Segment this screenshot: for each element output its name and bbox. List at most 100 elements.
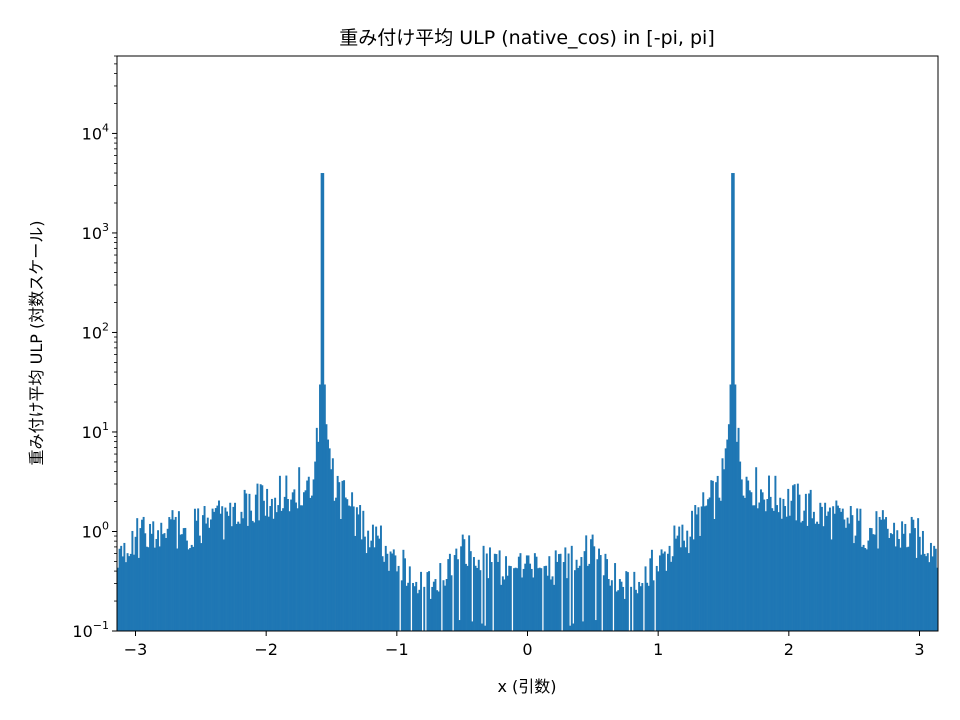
bar bbox=[588, 563, 591, 631]
bar bbox=[888, 537, 891, 631]
bar bbox=[240, 511, 243, 631]
bar bbox=[843, 519, 846, 631]
bar bbox=[846, 517, 849, 631]
bar bbox=[157, 530, 160, 631]
bar bbox=[739, 461, 742, 631]
bar bbox=[519, 553, 522, 631]
bar bbox=[383, 561, 386, 631]
bar bbox=[760, 489, 762, 631]
bar bbox=[713, 518, 716, 631]
bar bbox=[755, 467, 758, 631]
bar bbox=[776, 505, 778, 631]
bar bbox=[368, 547, 371, 631]
bar bbox=[710, 480, 713, 631]
bar bbox=[484, 625, 487, 631]
bar bbox=[312, 479, 315, 631]
bar bbox=[633, 571, 636, 631]
bar bbox=[577, 567, 580, 631]
bar bbox=[652, 580, 655, 631]
bar bbox=[333, 500, 336, 631]
bar bbox=[779, 497, 782, 631]
bar bbox=[630, 586, 633, 631]
bar bbox=[495, 554, 498, 631]
bar bbox=[788, 515, 791, 631]
bar bbox=[407, 582, 410, 631]
bar bbox=[820, 506, 823, 631]
bar bbox=[355, 507, 358, 631]
bar bbox=[557, 554, 560, 631]
bar bbox=[638, 581, 641, 631]
bar bbox=[524, 563, 527, 631]
bar bbox=[117, 567, 119, 631]
bar bbox=[428, 571, 431, 631]
bar bbox=[808, 493, 811, 631]
bar bbox=[158, 546, 161, 631]
bar bbox=[245, 493, 248, 631]
bar bbox=[397, 565, 400, 631]
bar bbox=[590, 539, 592, 631]
bar bbox=[285, 475, 288, 631]
bar bbox=[768, 475, 770, 631]
bar bbox=[344, 497, 347, 631]
bar bbox=[769, 496, 772, 631]
bar bbox=[200, 543, 203, 631]
bar bbox=[290, 499, 293, 631]
bar bbox=[700, 506, 703, 631]
bar bbox=[226, 511, 228, 631]
bar bbox=[275, 512, 278, 631]
y-tick-label: 104 bbox=[82, 121, 109, 143]
bar bbox=[729, 384, 732, 631]
bar bbox=[864, 548, 867, 631]
bar bbox=[896, 530, 899, 631]
bar bbox=[306, 480, 309, 631]
bar bbox=[742, 495, 745, 631]
bar bbox=[336, 475, 339, 631]
bar bbox=[351, 492, 354, 631]
bar bbox=[861, 546, 863, 631]
bar bbox=[899, 547, 902, 631]
bar bbox=[596, 559, 599, 631]
bar bbox=[525, 555, 528, 631]
bar bbox=[705, 505, 708, 631]
bar bbox=[365, 553, 368, 631]
bar bbox=[761, 492, 764, 631]
bars-group bbox=[117, 173, 939, 632]
bar bbox=[875, 511, 878, 631]
bar bbox=[620, 581, 623, 631]
bar bbox=[416, 593, 419, 631]
bar bbox=[636, 593, 639, 631]
bar bbox=[346, 499, 349, 631]
bar bbox=[934, 548, 937, 631]
bar bbox=[644, 566, 647, 631]
bar bbox=[747, 480, 750, 631]
bar bbox=[328, 448, 331, 631]
bar bbox=[521, 577, 524, 631]
bar bbox=[936, 567, 939, 631]
bar bbox=[617, 590, 620, 631]
bar bbox=[242, 518, 245, 631]
bar bbox=[360, 539, 363, 631]
bar bbox=[460, 546, 463, 631]
bar bbox=[675, 538, 677, 631]
bar bbox=[136, 518, 139, 631]
bar bbox=[886, 528, 889, 631]
bar bbox=[396, 571, 398, 631]
bar bbox=[533, 553, 536, 631]
bar bbox=[897, 538, 900, 631]
bar bbox=[702, 492, 705, 631]
bar bbox=[359, 505, 362, 631]
bar bbox=[487, 578, 490, 631]
bar bbox=[540, 568, 543, 631]
bar bbox=[743, 497, 746, 631]
bar bbox=[371, 524, 374, 631]
bar bbox=[294, 502, 297, 631]
bar bbox=[771, 508, 774, 631]
bar bbox=[532, 577, 535, 631]
bar bbox=[129, 553, 132, 631]
bar bbox=[448, 553, 451, 631]
bar bbox=[147, 547, 150, 631]
bar bbox=[649, 558, 652, 631]
bar bbox=[907, 546, 910, 631]
bar bbox=[878, 516, 881, 631]
